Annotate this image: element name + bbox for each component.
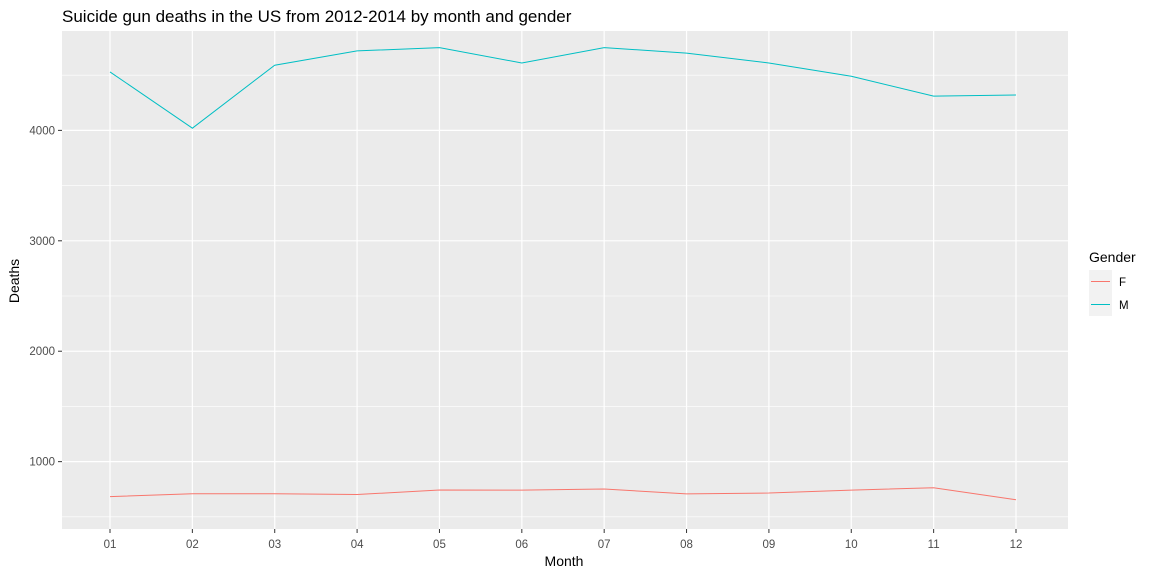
x-axis-title: Month (545, 553, 584, 569)
x-tick-label: 10 (845, 539, 858, 551)
series-line-f (109, 487, 1017, 501)
y-axis: 1000 2000 3000 4000 (29, 125, 62, 469)
x-tick-label: 03 (268, 539, 281, 551)
y-tick-label: 4000 (29, 125, 55, 137)
series-lines (109, 47, 1017, 501)
chart-title: Suicide gun deaths in the US from 2012-2… (62, 7, 572, 26)
x-tick-label: 12 (1010, 539, 1023, 551)
y-tick-label: 2000 (29, 346, 55, 358)
x-tick-label: 02 (186, 539, 199, 551)
y-tick-label: 1000 (29, 457, 55, 469)
x-tick-label: 01 (104, 539, 117, 551)
legend-label-m: M (1119, 300, 1129, 312)
plot-panel (62, 31, 1068, 529)
y-axis-title: Deaths (6, 259, 22, 303)
legend: Gender FM (1089, 249, 1136, 316)
x-tick-label: 08 (680, 539, 693, 551)
x-tick-label: 05 (433, 539, 446, 551)
legend-label-f: F (1119, 277, 1126, 289)
x-axis: 01 02 03 04 05 06 07 08 09 10 11 12 (104, 529, 1023, 551)
y-tick-label: 3000 (29, 236, 55, 248)
x-tick-label: 07 (598, 539, 611, 551)
x-tick-label: 04 (351, 539, 364, 551)
major-gridlines (62, 31, 1068, 529)
x-tick-label: 11 (928, 539, 940, 551)
series-line-m (109, 47, 1017, 129)
x-tick-label: 09 (763, 539, 776, 551)
x-tick-label: 06 (515, 539, 528, 551)
legend-title: Gender (1089, 249, 1136, 265)
minor-gridlines (62, 74, 1068, 518)
